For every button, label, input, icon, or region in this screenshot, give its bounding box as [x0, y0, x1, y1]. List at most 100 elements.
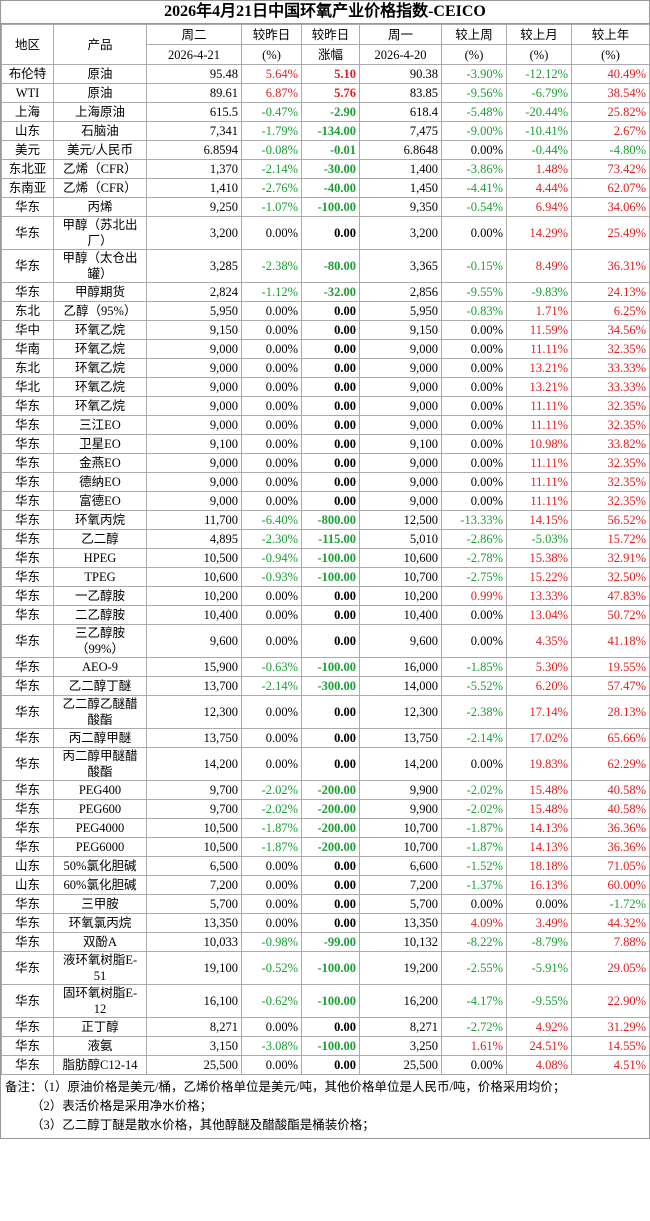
table-cell: 11.11%	[506, 491, 572, 511]
table-cell: PEG400	[53, 780, 147, 800]
table-cell: 山东	[1, 856, 54, 876]
table-cell: 15,900	[146, 657, 242, 677]
table-cell: -2.02%	[441, 780, 507, 800]
table-cell: 丙二醇甲醚	[53, 728, 147, 748]
table-cell: 0.00	[301, 695, 360, 729]
table-cell: 华东	[1, 951, 54, 985]
table-cell: 三江EO	[53, 415, 147, 435]
table-cell: -1.07%	[241, 197, 302, 217]
table-cell: -1.72%	[571, 894, 650, 914]
table-row: 华东 HPEG 10,500 -0.94% -100.00 10,600 -2.78% 15.…	[1, 548, 650, 568]
table-cell: 89.61	[146, 83, 242, 103]
table-cell: 2,824	[146, 282, 242, 302]
table-cell: 40.58%	[571, 799, 650, 819]
table-cell: 华东	[1, 510, 54, 530]
table-cell: 10,033	[146, 932, 242, 952]
table-cell: 华东	[1, 434, 54, 454]
table-cell: 液环氧树脂E-51	[53, 951, 147, 985]
table-cell: 22.90%	[571, 984, 650, 1018]
table-cell: 三乙醇胺（99%）	[53, 624, 147, 658]
table-cell: 14.13%	[506, 818, 572, 838]
table-cell: 13,750	[146, 728, 242, 748]
table-cell: 三甲胺	[53, 894, 147, 914]
table-row: 华东 甲醇期货 2,824 -1.12% -32.00 2,856 -9.55% -9.83%…	[1, 282, 650, 302]
table-cell: 14.13%	[506, 837, 572, 857]
table-cell: -1.87%	[241, 837, 302, 857]
table-row: 华东 丙二醇甲醚 13,750 0.00% 0.00 13,750 -2.14% 17.02%…	[1, 728, 650, 748]
table-cell: 东北	[1, 301, 54, 321]
table-cell: -5.52%	[441, 676, 507, 696]
table-cell: 华东	[1, 799, 54, 819]
table-cell: 36.31%	[571, 249, 650, 283]
table-cell: -6.79%	[506, 83, 572, 103]
table-cell: 11.11%	[506, 472, 572, 492]
table-cell: 0.00	[301, 856, 360, 876]
table-cell: 50.72%	[571, 605, 650, 625]
table-cell: 原油	[53, 64, 147, 84]
table-cell: 0.00	[301, 586, 360, 606]
table-cell: -100.00	[301, 197, 360, 217]
table-cell: PEG6000	[53, 837, 147, 857]
table-row: 华东 PEG4000 10,500 -1.87% -200.00 10,700 -1.87%…	[1, 818, 650, 838]
table-cell: 10.98%	[506, 434, 572, 454]
table-cell: 0.00	[301, 1055, 360, 1075]
table-cell: -0.01	[301, 140, 360, 160]
table-cell: -1.87%	[241, 818, 302, 838]
title: 2026年4月21日中国环氧产业价格指数-CEICO	[1, 1, 649, 24]
table-cell: 10,500	[146, 818, 242, 838]
table-row: WTI 原油 89.61 6.87% 5.76 83.85 -9.56% -6.79% 38.5…	[1, 83, 650, 103]
table-cell: -0.98%	[241, 932, 302, 952]
price-table-page: 2026年4月21日中国环氧产业价格指数-CEICO 地区 产品 周二 较昨日 较昨日周…	[0, 0, 650, 1139]
table-cell: 0.00	[301, 472, 360, 492]
table-cell: -2.02%	[441, 799, 507, 819]
table-cell: 9,000	[359, 358, 442, 378]
table-cell: 9,000	[359, 339, 442, 359]
table-cell: 5,010	[359, 529, 442, 549]
table-cell: -4.17%	[441, 984, 507, 1018]
table-row: 华中 环氧乙烷 9,150 0.00% 0.00 9,150 0.00% 11.59% 34.5…	[1, 320, 650, 340]
table-cell: -100.00	[301, 951, 360, 985]
table-cell: 16,100	[146, 984, 242, 1018]
table-row: 华东 正丁醇 8,271 0.00% 0.00 8,271 -2.72% 4.92% 31.29…	[1, 1017, 650, 1037]
table-cell: 7,200	[359, 875, 442, 895]
note-line: （3）乙二醇丁醚是散水价格，其他醇醚及醋酸酯是桶装价格；	[5, 1116, 645, 1135]
table-cell: 36.36%	[571, 818, 650, 838]
table-cell: -2.76%	[241, 178, 302, 198]
table-cell: 3,200	[359, 216, 442, 250]
table-row: 华东 PEG6000 10,500 -1.87% -200.00 10,700 -1.87%…	[1, 837, 650, 857]
table-cell: 10,200	[359, 586, 442, 606]
table-row: 华东 乙二醇丁醚 13,700 -2.14% -300.00 14,000 -5.52% 6.…	[1, 676, 650, 696]
table-cell: 1,400	[359, 159, 442, 179]
table-cell: 13,750	[359, 728, 442, 748]
table-cell: 0.00%	[241, 472, 302, 492]
table-cell: 0.00%	[241, 358, 302, 378]
table-row: 山东 石脑油 7,341 -1.79% -134.00 7,475 -9.00% -10.41…	[1, 121, 650, 141]
table-cell: 10,700	[359, 818, 442, 838]
table-cell: 14.15%	[506, 510, 572, 530]
table-cell: 环氧氯丙烷	[53, 913, 147, 933]
table-cell: -2.75%	[441, 567, 507, 587]
table-cell: 83.85	[359, 83, 442, 103]
table-cell: 华东	[1, 472, 54, 492]
table-row: 华东 一乙醇胺 10,200 0.00% 0.00 10,200 0.99% 13.33% 47…	[1, 586, 650, 606]
table-cell: 华南	[1, 339, 54, 359]
table-cell: 0.00	[301, 415, 360, 435]
table-cell: 9,900	[359, 780, 442, 800]
table-cell: 华东	[1, 984, 54, 1018]
table-cell: 12,300	[146, 695, 242, 729]
table-cell: -0.63%	[241, 657, 302, 677]
table-cell: 4.08%	[506, 1055, 572, 1075]
table-row: 华东 环氧丙烷 11,700 -6.40% -800.00 12,500 -13.33% 14…	[1, 510, 650, 530]
table-cell: -5.03%	[506, 529, 572, 549]
table-cell: 6.87%	[241, 83, 302, 103]
table-cell: 0.00%	[241, 695, 302, 729]
table-cell: 14,200	[146, 747, 242, 781]
table-cell: 14,200	[359, 747, 442, 781]
table-cell: -100.00	[301, 657, 360, 677]
table-cell: -80.00	[301, 249, 360, 283]
table-cell: 16,000	[359, 657, 442, 677]
table-cell: HPEG	[53, 548, 147, 568]
table-cell: 10,400	[146, 605, 242, 625]
table-cell: -6.40%	[241, 510, 302, 530]
table-cell: 6.8648	[359, 140, 442, 160]
